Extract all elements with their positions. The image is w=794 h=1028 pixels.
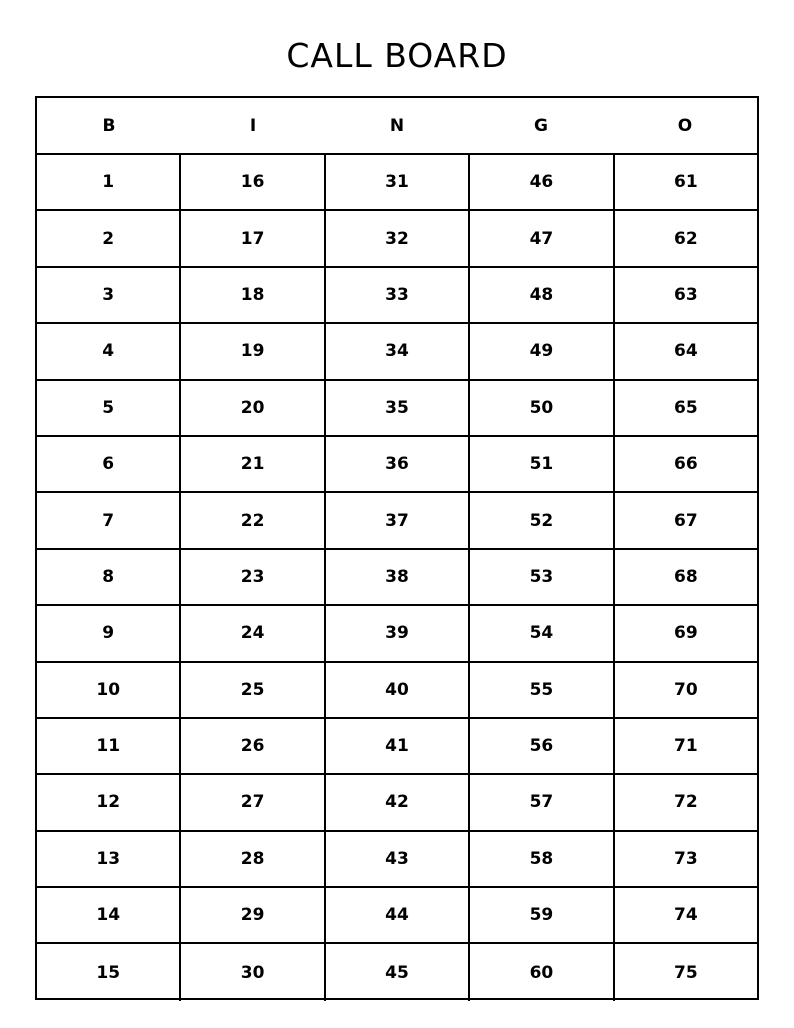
- number-cell: 27: [181, 775, 326, 830]
- number-cell: 52: [470, 493, 615, 548]
- number-cell: 67: [673, 510, 698, 531]
- number-cell: 65: [673, 397, 698, 418]
- table-row: 5 20 35 50 65: [37, 380, 757, 437]
- number-cell: 17: [181, 211, 326, 266]
- table-row: 12 27 42 57 72: [37, 775, 757, 832]
- number-cell: 63: [673, 284, 698, 305]
- column-header-b: B: [102, 115, 116, 136]
- number-cell: 49: [470, 324, 615, 379]
- number-cell: 18: [181, 267, 326, 323]
- number-cell: 12: [37, 775, 182, 830]
- number-cell: 62: [673, 228, 698, 249]
- number-cell: 19: [181, 324, 326, 379]
- number-cell: 29: [181, 888, 326, 943]
- number-cell: 37: [326, 493, 471, 548]
- number-cell: 13: [37, 831, 182, 887]
- number-cell: 66: [673, 454, 698, 475]
- table-row: 11 26 41 56 71: [37, 718, 757, 776]
- number-cell: 33: [326, 267, 471, 323]
- number-cell: 59: [470, 888, 615, 943]
- column-header-g: G: [534, 115, 548, 136]
- number-cell: 10: [37, 662, 182, 717]
- number-cell: 72: [673, 792, 698, 813]
- number-cell: 40: [326, 662, 471, 717]
- number-cell: 69: [673, 623, 698, 644]
- column-header-n: N: [389, 115, 405, 136]
- number-cell: 34: [326, 324, 471, 379]
- number-cell: 5: [37, 380, 182, 435]
- number-cell: 36: [326, 436, 471, 492]
- number-cell: 55: [470, 662, 615, 717]
- number-cell: 64: [673, 341, 698, 362]
- table-row: 6 21 36 51 66: [37, 436, 757, 494]
- number-cell: 50: [470, 380, 615, 435]
- table-row: 9 24 39 54 69: [37, 606, 757, 663]
- number-cell: 31: [326, 155, 471, 210]
- number-cell: 57: [470, 775, 615, 830]
- number-cell: 45: [326, 944, 471, 1001]
- table-row: 13 28 43 58 73: [37, 831, 757, 889]
- table-row: 8 23 38 53 68: [37, 549, 757, 607]
- number-cell: 46: [470, 155, 615, 210]
- number-cell: 8: [37, 549, 182, 605]
- number-cell: 22: [181, 493, 326, 548]
- column-header-o: O: [677, 115, 693, 136]
- number-cell: 3: [37, 267, 182, 323]
- board-body: 1 16 31 46 61 2 17 32 47 62 3 18 33 48 63 4 19 34 49 64 5 20 3…: [37, 155, 757, 1001]
- number-cell: 71: [673, 736, 698, 757]
- number-cell: 58: [470, 831, 615, 887]
- number-cell: 4: [37, 324, 182, 379]
- number-cell: 21: [181, 436, 326, 492]
- table-row: 3 18 33 48 63: [37, 267, 757, 325]
- number-cell: 9: [37, 606, 182, 661]
- number-cell: 25: [181, 662, 326, 717]
- column-header-i: I: [249, 115, 257, 136]
- number-cell: 43: [326, 831, 471, 887]
- number-cell: 32: [326, 211, 471, 266]
- number-cell: 6: [37, 436, 182, 492]
- number-cell: 15: [37, 944, 182, 1001]
- number-cell: 28: [181, 831, 326, 887]
- number-cell: 14: [37, 888, 182, 943]
- number-cell: 1: [37, 155, 182, 210]
- number-cell: 24: [181, 606, 326, 661]
- number-cell: 42: [326, 775, 471, 830]
- number-cell: 11: [37, 718, 182, 774]
- number-cell: 54: [470, 606, 615, 661]
- number-cell: 70: [673, 679, 698, 700]
- number-cell: 51: [470, 436, 615, 492]
- number-cell: 39: [326, 606, 471, 661]
- number-cell: 35: [326, 380, 471, 435]
- table-row: 15 30 45 60 75: [37, 944, 757, 1001]
- number-cell: 75: [673, 962, 698, 983]
- table-row: 1 16 31 46 61: [37, 155, 757, 212]
- number-cell: 20: [181, 380, 326, 435]
- number-cell: 68: [673, 566, 698, 587]
- number-cell: 61: [673, 172, 698, 193]
- number-cell: 38: [326, 549, 471, 605]
- number-cell: 30: [181, 944, 326, 1001]
- number-cell: 48: [470, 267, 615, 323]
- number-cell: 23: [181, 549, 326, 605]
- number-cell: 26: [181, 718, 326, 774]
- table-row: 4 19 34 49 64: [37, 324, 757, 381]
- page-title: CALL BOARD: [286, 36, 508, 75]
- table-row: 14 29 44 59 74: [37, 888, 757, 945]
- number-cell: 60: [470, 944, 615, 1001]
- number-cell: 73: [673, 848, 698, 869]
- number-cell: 2: [37, 211, 182, 266]
- number-cell: 44: [326, 888, 471, 943]
- number-cell: 47: [470, 211, 615, 266]
- number-cell: 56: [470, 718, 615, 774]
- number-cell: 74: [673, 905, 698, 926]
- table-row: 10 25 40 55 70: [37, 662, 757, 719]
- number-cell: 7: [37, 493, 182, 548]
- number-cell: 16: [181, 155, 326, 210]
- table-row: 2 17 32 47 62: [37, 211, 757, 268]
- number-cell: 53: [470, 549, 615, 605]
- number-cell: 41: [326, 718, 471, 774]
- table-row: 7 22 37 52 67: [37, 493, 757, 550]
